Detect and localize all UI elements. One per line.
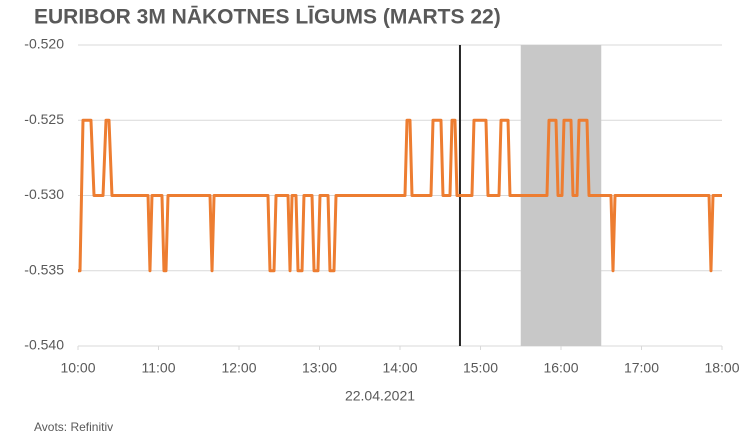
y-tick-label: -0.525 — [24, 111, 64, 127]
x-tick-label: 14:00 — [382, 360, 417, 376]
x-tick-label: 18:00 — [704, 360, 739, 376]
x-axis-label: 22.04.2021 — [345, 388, 415, 404]
source: Avots: Refinitiv — [34, 420, 113, 434]
x-tick-label: 15:00 — [463, 360, 498, 376]
x-tick-label: 16:00 — [543, 360, 578, 376]
data-line — [78, 118, 722, 273]
y-tick-label: -0.530 — [24, 186, 64, 202]
x-tick-label: 13:00 — [302, 360, 337, 376]
x-tick-label: 10:00 — [60, 360, 95, 376]
x-tick-label: 11:00 — [142, 360, 176, 376]
chart-title: EURIBOR 3M NĀKOTNES LĪGUMS (MARTS 22) — [34, 6, 501, 29]
y-tick-label: -0.520 — [24, 36, 64, 52]
y-tick-label: -0.540 — [24, 337, 64, 353]
x-tick-label: 17:00 — [624, 360, 659, 376]
y-tick-label: -0.535 — [24, 261, 64, 277]
x-tick-label: 12:00 — [221, 360, 256, 376]
